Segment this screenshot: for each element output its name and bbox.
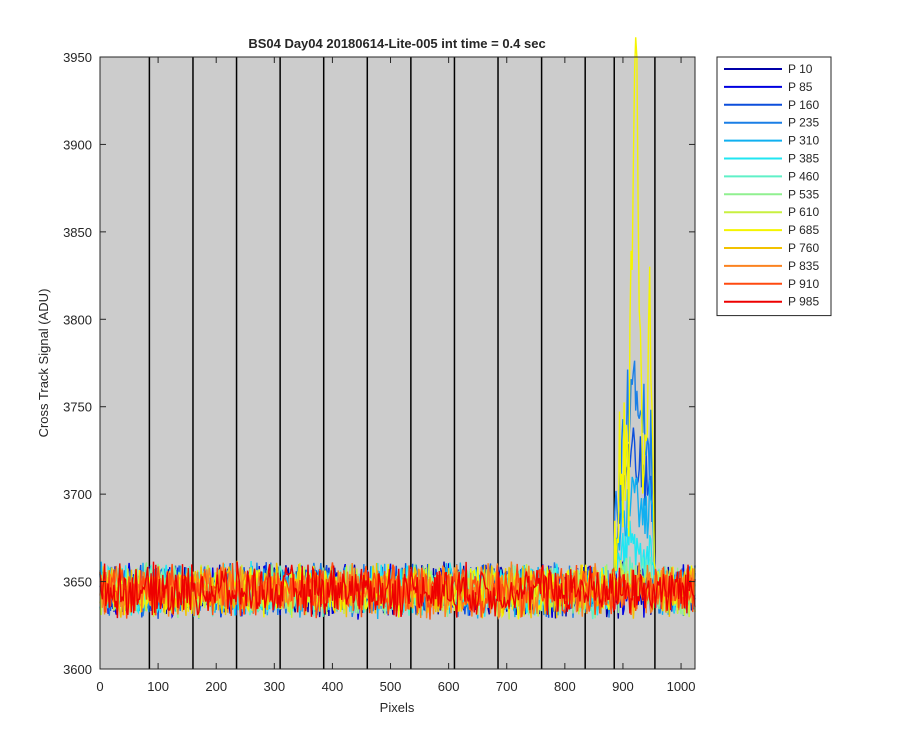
series-line bbox=[99, 562, 696, 620]
legend-label: P 610 bbox=[788, 205, 819, 219]
y-axis-label: Cross Track Signal (ADU) bbox=[36, 289, 51, 438]
legend-label: P 685 bbox=[788, 223, 819, 237]
x-tick-label: 1000 bbox=[667, 679, 696, 694]
x-tick-label: 900 bbox=[612, 679, 634, 694]
y-tick-label: 3800 bbox=[63, 312, 92, 327]
legend: P 10 P 85 P 160 P 235 P 310 P 385 P 460 P 535 P … bbox=[716, 56, 832, 317]
x-tick-label: 800 bbox=[554, 679, 576, 694]
x-tick-label: 500 bbox=[380, 679, 402, 694]
y-tick-label: 3900 bbox=[63, 137, 92, 152]
legend-label: P 385 bbox=[788, 152, 819, 166]
x-tick-label: 100 bbox=[147, 679, 169, 694]
y-tick-label: 3600 bbox=[63, 662, 92, 677]
legend-label: P 460 bbox=[788, 169, 819, 183]
x-tick-label: 300 bbox=[263, 679, 285, 694]
legend-label: P 10 bbox=[788, 62, 813, 76]
legend-label: P 160 bbox=[788, 98, 819, 112]
plot-frame bbox=[99, 56, 696, 670]
legend-label: P 760 bbox=[788, 241, 819, 255]
legend-label: P 910 bbox=[788, 277, 819, 291]
chart-title: BS04 Day04 20180614-Lite-005 int time = … bbox=[248, 36, 545, 51]
legend-label: P 835 bbox=[788, 259, 819, 273]
x-tick-label: 700 bbox=[496, 679, 518, 694]
legend-box bbox=[716, 56, 832, 317]
x-tick-label: 200 bbox=[205, 679, 227, 694]
y-axis: 3600 3650 3700 3750 3800 3850 3900 3950 bbox=[63, 50, 695, 677]
x-axis: 0 100 200 300 400 500 600 700 800 900 1000 bbox=[96, 57, 696, 694]
series-group bbox=[99, 37, 696, 621]
x-axis-label: Pixels bbox=[380, 700, 415, 715]
legend-label: P 85 bbox=[788, 80, 813, 94]
legend-label: P 535 bbox=[788, 187, 819, 201]
y-tick-label: 3950 bbox=[63, 50, 92, 65]
y-tick-label: 3750 bbox=[63, 400, 92, 415]
y-tick-label: 3850 bbox=[63, 225, 92, 240]
legend-label: P 310 bbox=[788, 134, 819, 148]
x-tick-label: 600 bbox=[438, 679, 460, 694]
x-tick-label: 400 bbox=[322, 679, 344, 694]
series-line bbox=[99, 561, 696, 619]
y-tick-label: 3650 bbox=[63, 575, 92, 590]
legend-label: P 985 bbox=[788, 295, 819, 309]
x-tick-label: 0 bbox=[96, 679, 103, 694]
legend-label: P 235 bbox=[788, 116, 819, 130]
y-tick-label: 3700 bbox=[63, 487, 92, 502]
